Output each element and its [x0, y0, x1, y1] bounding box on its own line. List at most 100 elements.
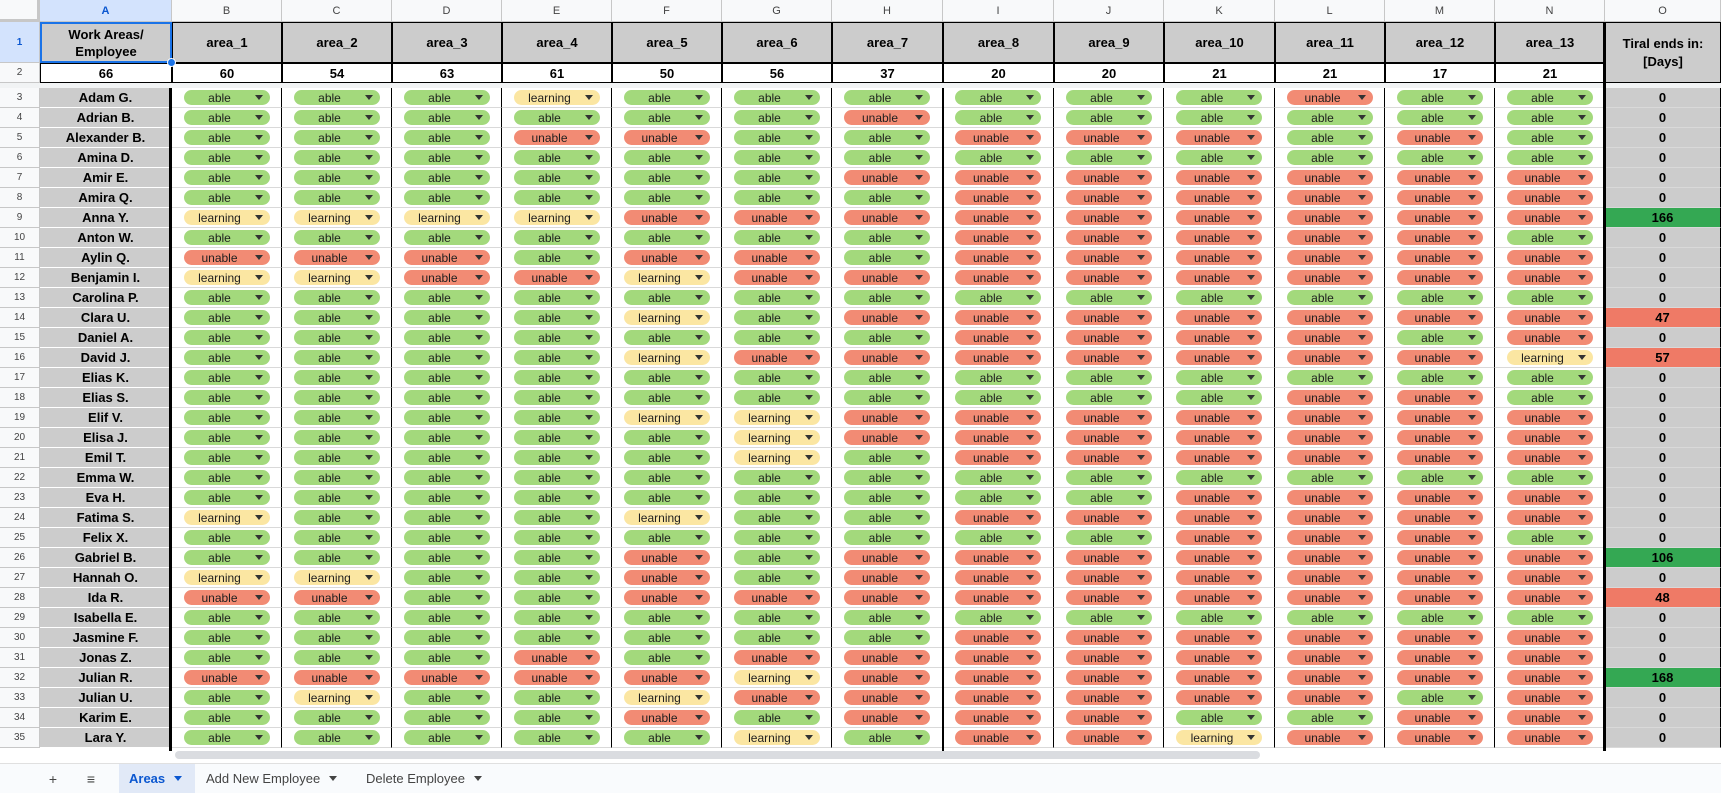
status-dropdown-chip[interactable]: unable: [1065, 650, 1152, 665]
status-dropdown-chip[interactable]: unable: [1286, 210, 1373, 225]
status-dropdown-chip[interactable]: able: [403, 510, 490, 525]
status-dropdown-chip[interactable]: unable: [1286, 690, 1373, 705]
skill-status-cell[interactable]: unable: [832, 668, 943, 688]
skill-status-cell[interactable]: able: [612, 528, 722, 548]
status-dropdown-chip[interactable]: unable: [183, 590, 270, 605]
skill-status-cell[interactable]: learning: [1164, 728, 1275, 748]
skill-status-cell[interactable]: unable: [1054, 568, 1164, 588]
trial-days-cell[interactable]: 0: [1605, 628, 1721, 648]
skill-status-cell[interactable]: unable: [832, 348, 943, 368]
status-dropdown-chip[interactable]: able: [1176, 710, 1262, 725]
skill-status-cell[interactable]: unable: [1164, 488, 1275, 508]
skill-status-cell[interactable]: unable: [832, 568, 943, 588]
trial-days-cell[interactable]: 168: [1605, 668, 1721, 688]
skill-status-cell[interactable]: unable: [1385, 508, 1495, 528]
skill-status-cell[interactable]: learning: [722, 668, 832, 688]
status-dropdown-chip[interactable]: able: [623, 450, 710, 465]
status-dropdown-chip[interactable]: able: [733, 110, 820, 125]
skill-status-cell[interactable]: unable: [1054, 448, 1164, 468]
status-dropdown-chip[interactable]: unable: [1506, 590, 1593, 605]
status-dropdown-chip[interactable]: unable: [1286, 250, 1373, 265]
skill-status-cell[interactable]: able: [1164, 148, 1275, 168]
employee-name-cell[interactable]: Benjamin I.: [40, 268, 172, 288]
status-dropdown-chip[interactable]: able: [844, 330, 930, 345]
skill-status-cell[interactable]: unable: [722, 248, 832, 268]
status-dropdown-chip[interactable]: able: [1065, 150, 1152, 165]
status-dropdown-chip[interactable]: able: [1506, 390, 1593, 405]
skill-status-cell[interactable]: unable: [1275, 508, 1385, 528]
status-dropdown-chip[interactable]: learning: [183, 570, 270, 585]
status-dropdown-chip[interactable]: unable: [955, 510, 1041, 525]
skill-status-cell[interactable]: able: [282, 188, 392, 208]
status-dropdown-chip[interactable]: unable: [1176, 210, 1262, 225]
status-dropdown-chip[interactable]: unable: [513, 130, 600, 145]
trial-days-cell[interactable]: 0: [1605, 148, 1721, 168]
status-dropdown-chip[interactable]: unable: [1396, 710, 1483, 725]
status-dropdown-chip[interactable]: able: [403, 330, 490, 345]
column-header-g[interactable]: G: [722, 0, 832, 22]
area-count-cell[interactable]: 20: [1054, 63, 1164, 83]
skill-status-cell[interactable]: able: [392, 508, 502, 528]
skill-status-cell[interactable]: able: [612, 108, 722, 128]
status-dropdown-chip[interactable]: able: [293, 710, 380, 725]
status-dropdown-chip[interactable]: able: [1396, 470, 1483, 485]
status-dropdown-chip[interactable]: unable: [1396, 510, 1483, 525]
employee-name-cell[interactable]: Lara Y.: [40, 728, 172, 748]
status-dropdown-chip[interactable]: able: [513, 510, 600, 525]
skill-status-cell[interactable]: able: [943, 608, 1054, 628]
employee-name-cell[interactable]: Felix X.: [40, 528, 172, 548]
skill-status-cell[interactable]: unable: [1164, 128, 1275, 148]
skill-status-cell[interactable]: able: [502, 188, 612, 208]
employee-name-cell[interactable]: David J.: [40, 348, 172, 368]
status-dropdown-chip[interactable]: able: [733, 510, 820, 525]
skill-status-cell[interactable]: able: [392, 88, 502, 108]
area-header-cell[interactable]: area_9: [1054, 22, 1164, 63]
status-dropdown-chip[interactable]: unable: [1396, 670, 1483, 685]
skill-status-cell[interactable]: unable: [943, 728, 1054, 748]
skill-status-cell[interactable]: unable: [612, 708, 722, 728]
status-dropdown-chip[interactable]: unable: [1176, 550, 1262, 565]
skill-status-cell[interactable]: able: [832, 148, 943, 168]
status-dropdown-chip[interactable]: able: [955, 370, 1041, 385]
row-header[interactable]: 21: [0, 448, 40, 468]
employee-name-cell[interactable]: Isabella E.: [40, 608, 172, 628]
status-dropdown-chip[interactable]: unable: [1176, 650, 1262, 665]
trial-days-cell[interactable]: 0: [1605, 128, 1721, 148]
status-dropdown-chip[interactable]: unable: [1065, 190, 1152, 205]
status-dropdown-chip[interactable]: able: [844, 630, 930, 645]
status-dropdown-chip[interactable]: unable: [1286, 390, 1373, 405]
skill-status-cell[interactable]: able: [392, 448, 502, 468]
area-header-cell[interactable]: area_6: [722, 22, 832, 63]
area-count-cell[interactable]: 37: [832, 63, 943, 83]
status-dropdown-chip[interactable]: able: [403, 390, 490, 405]
status-dropdown-chip[interactable]: able: [183, 310, 270, 325]
column-header-b[interactable]: B: [172, 0, 282, 22]
status-dropdown-chip[interactable]: unable: [1176, 250, 1262, 265]
skill-status-cell[interactable]: unable: [722, 208, 832, 228]
employee-name-cell[interactable]: Elif V.: [40, 408, 172, 428]
status-dropdown-chip[interactable]: able: [293, 470, 380, 485]
status-dropdown-chip[interactable]: able: [1176, 110, 1262, 125]
employee-name-cell[interactable]: Adrian B.: [40, 108, 172, 128]
status-dropdown-chip[interactable]: able: [183, 650, 270, 665]
skill-status-cell[interactable]: learning: [282, 268, 392, 288]
status-dropdown-chip[interactable]: able: [1286, 710, 1373, 725]
skill-status-cell[interactable]: able: [392, 648, 502, 668]
status-dropdown-chip[interactable]: able: [1176, 470, 1262, 485]
skill-status-cell[interactable]: unable: [1385, 548, 1495, 568]
skill-status-cell[interactable]: unable: [1054, 328, 1164, 348]
status-dropdown-chip[interactable]: able: [293, 190, 380, 205]
status-dropdown-chip[interactable]: able: [513, 610, 600, 625]
status-dropdown-chip[interactable]: able: [403, 730, 490, 745]
status-dropdown-chip[interactable]: able: [513, 150, 600, 165]
skill-status-cell[interactable]: able: [832, 608, 943, 628]
status-dropdown-chip[interactable]: unable: [513, 650, 600, 665]
skill-status-cell[interactable]: able: [502, 168, 612, 188]
skill-status-cell[interactable]: unable: [612, 568, 722, 588]
status-dropdown-chip[interactable]: unable: [733, 350, 820, 365]
row-header[interactable]: 24: [0, 508, 40, 528]
status-dropdown-chip[interactable]: able: [183, 410, 270, 425]
trial-days-cell[interactable]: 0: [1605, 468, 1721, 488]
skill-status-cell[interactable]: able: [282, 608, 392, 628]
status-dropdown-chip[interactable]: learning: [623, 270, 710, 285]
